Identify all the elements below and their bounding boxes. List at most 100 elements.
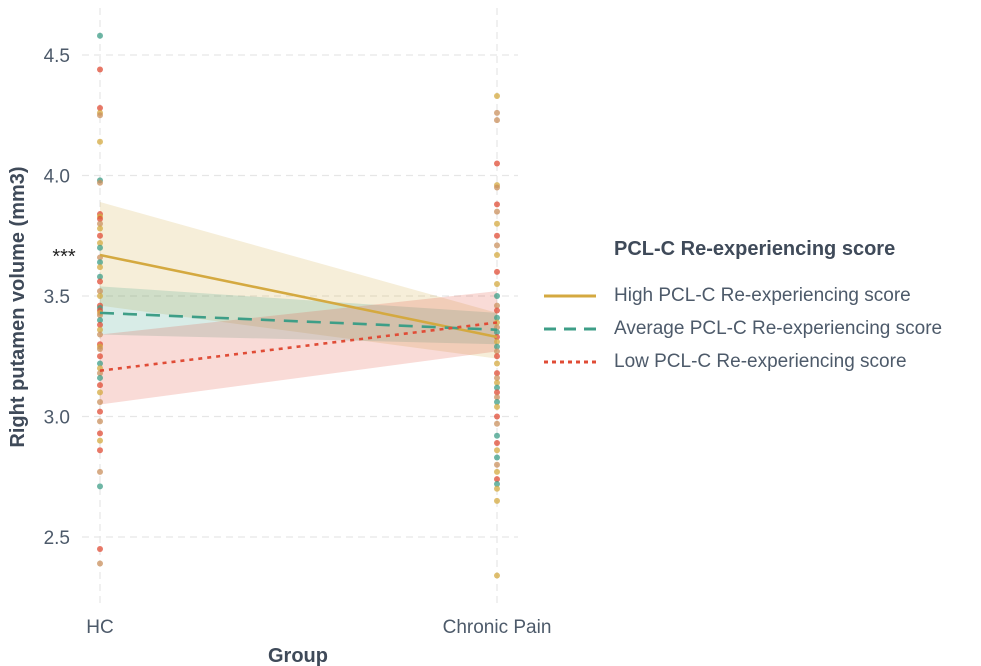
data-point (494, 572, 500, 579)
data-point (97, 408, 103, 415)
data-point (494, 461, 500, 468)
data-point (97, 259, 103, 266)
data-point (494, 208, 500, 215)
y-tick-labels: 2.5 3.0 3.5 4.0 4.5 (44, 46, 70, 549)
data-point (97, 288, 103, 295)
data-point (494, 338, 500, 345)
data-point (97, 105, 103, 112)
data-point (494, 440, 500, 447)
data-point (494, 293, 500, 299)
data-point (494, 220, 500, 227)
y-tick-label: 4.5 (44, 46, 70, 67)
data-point (494, 268, 500, 275)
data-point (97, 546, 103, 553)
data-point (494, 497, 500, 504)
data-point (97, 215, 103, 222)
data-point (494, 389, 500, 396)
data-point (494, 485, 500, 492)
data-point (97, 317, 103, 324)
y-tick-label: 2.5 (44, 528, 70, 549)
legend: PCL-C Re-experiencing score High PCL-C R… (540, 238, 980, 378)
data-point (494, 476, 500, 483)
data-point (97, 293, 103, 299)
series-line (99, 321, 498, 373)
data-point (494, 160, 500, 167)
data-point (494, 413, 500, 420)
data-point (494, 184, 500, 191)
data-point (97, 220, 103, 227)
data-point (494, 394, 500, 401)
data-point (494, 314, 500, 321)
legend-item-high: High PCL-C Re-experiencing score (540, 279, 980, 312)
data-point (97, 430, 103, 437)
data-point (97, 353, 103, 360)
data-point (97, 244, 103, 251)
legend-key-high (544, 294, 596, 297)
data-point (97, 374, 103, 381)
data-point (494, 370, 500, 377)
ci-ribbon (100, 286, 497, 345)
data-point (97, 138, 103, 145)
data-point (97, 264, 103, 271)
data-point (97, 278, 103, 285)
data-point (97, 225, 103, 232)
data-point (494, 117, 500, 124)
data-point (97, 389, 103, 396)
data-point (494, 468, 500, 475)
legend-item-average: Average PCL-C Re-experiencing score (540, 312, 980, 345)
data-point (97, 331, 103, 338)
legend-label-average: Average PCL-C Re-experiencing score (614, 317, 943, 339)
data-point (494, 232, 500, 239)
data-point (97, 346, 103, 353)
ci-ribbon (100, 202, 497, 359)
data-point (494, 307, 500, 314)
data-point (97, 447, 103, 454)
legend-item-low: Low PCL-C Re-experiencing score (540, 345, 980, 378)
series-line (99, 253, 498, 339)
data-point (494, 353, 500, 360)
data-point (494, 280, 500, 287)
data-point (494, 384, 500, 391)
data-point (494, 379, 500, 386)
data-point (97, 483, 103, 490)
data-point (494, 447, 500, 454)
data-point (494, 420, 500, 427)
y-tick-label: 3.0 (44, 408, 70, 429)
significance-annotation: *** (52, 246, 76, 268)
data-point (97, 468, 103, 475)
data-point (97, 239, 103, 246)
data-point (494, 403, 500, 410)
data-point (494, 348, 500, 355)
data-point (494, 242, 500, 249)
data-point (494, 201, 500, 208)
data-point (97, 66, 103, 73)
data-point (97, 179, 103, 186)
scatter-points (97, 32, 500, 579)
legend-key-low (544, 360, 596, 363)
data-point (494, 92, 500, 99)
y-tick-label: 3.5 (44, 287, 70, 308)
data-point (494, 454, 500, 461)
legend-key-average (544, 327, 596, 330)
data-point (97, 360, 103, 367)
data-point (97, 399, 103, 406)
data-point (494, 109, 500, 116)
data-point (97, 321, 103, 328)
data-point (97, 418, 103, 425)
data-point (97, 273, 103, 280)
data-point (494, 360, 500, 367)
series-line (99, 311, 498, 332)
data-point (494, 480, 500, 487)
y-axis-title: Right putamen volume (mm3) (7, 166, 29, 447)
legend-title: PCL-C Re-experiencing score (614, 238, 896, 260)
data-point (97, 560, 103, 567)
x-axis-title: Group (268, 645, 328, 666)
trend-lines (99, 253, 498, 373)
data-point (494, 252, 500, 259)
y-tick-label: 4.0 (44, 167, 70, 188)
x-tick-labels: HC Chronic Pain (86, 617, 551, 638)
data-point (494, 302, 500, 309)
data-point (494, 343, 500, 350)
data-point (97, 112, 103, 119)
